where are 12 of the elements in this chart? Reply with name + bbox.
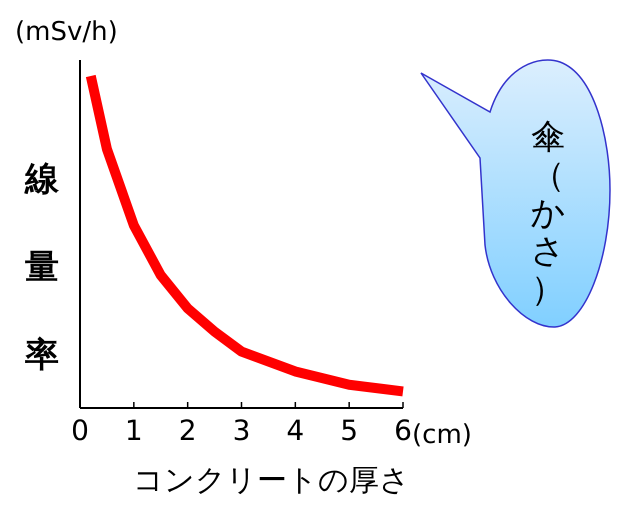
x-tick-label: 3 (232, 414, 250, 447)
text: 線量率 (25, 159, 59, 375)
text: (cm) (412, 420, 472, 450)
x-tick-label: 6 (394, 414, 412, 447)
text: (mSv/h) (15, 17, 118, 47)
x-tick-label: 2 (178, 414, 197, 447)
text: 傘（かさ） (530, 117, 566, 309)
x-tick-label: 1 (124, 414, 143, 447)
x-tick-label: 4 (286, 414, 304, 447)
x-axis-title: コンクリートの厚さ (133, 463, 410, 498)
x-tick-label: 5 (340, 414, 358, 447)
x-tick-label: 0 (71, 414, 89, 447)
